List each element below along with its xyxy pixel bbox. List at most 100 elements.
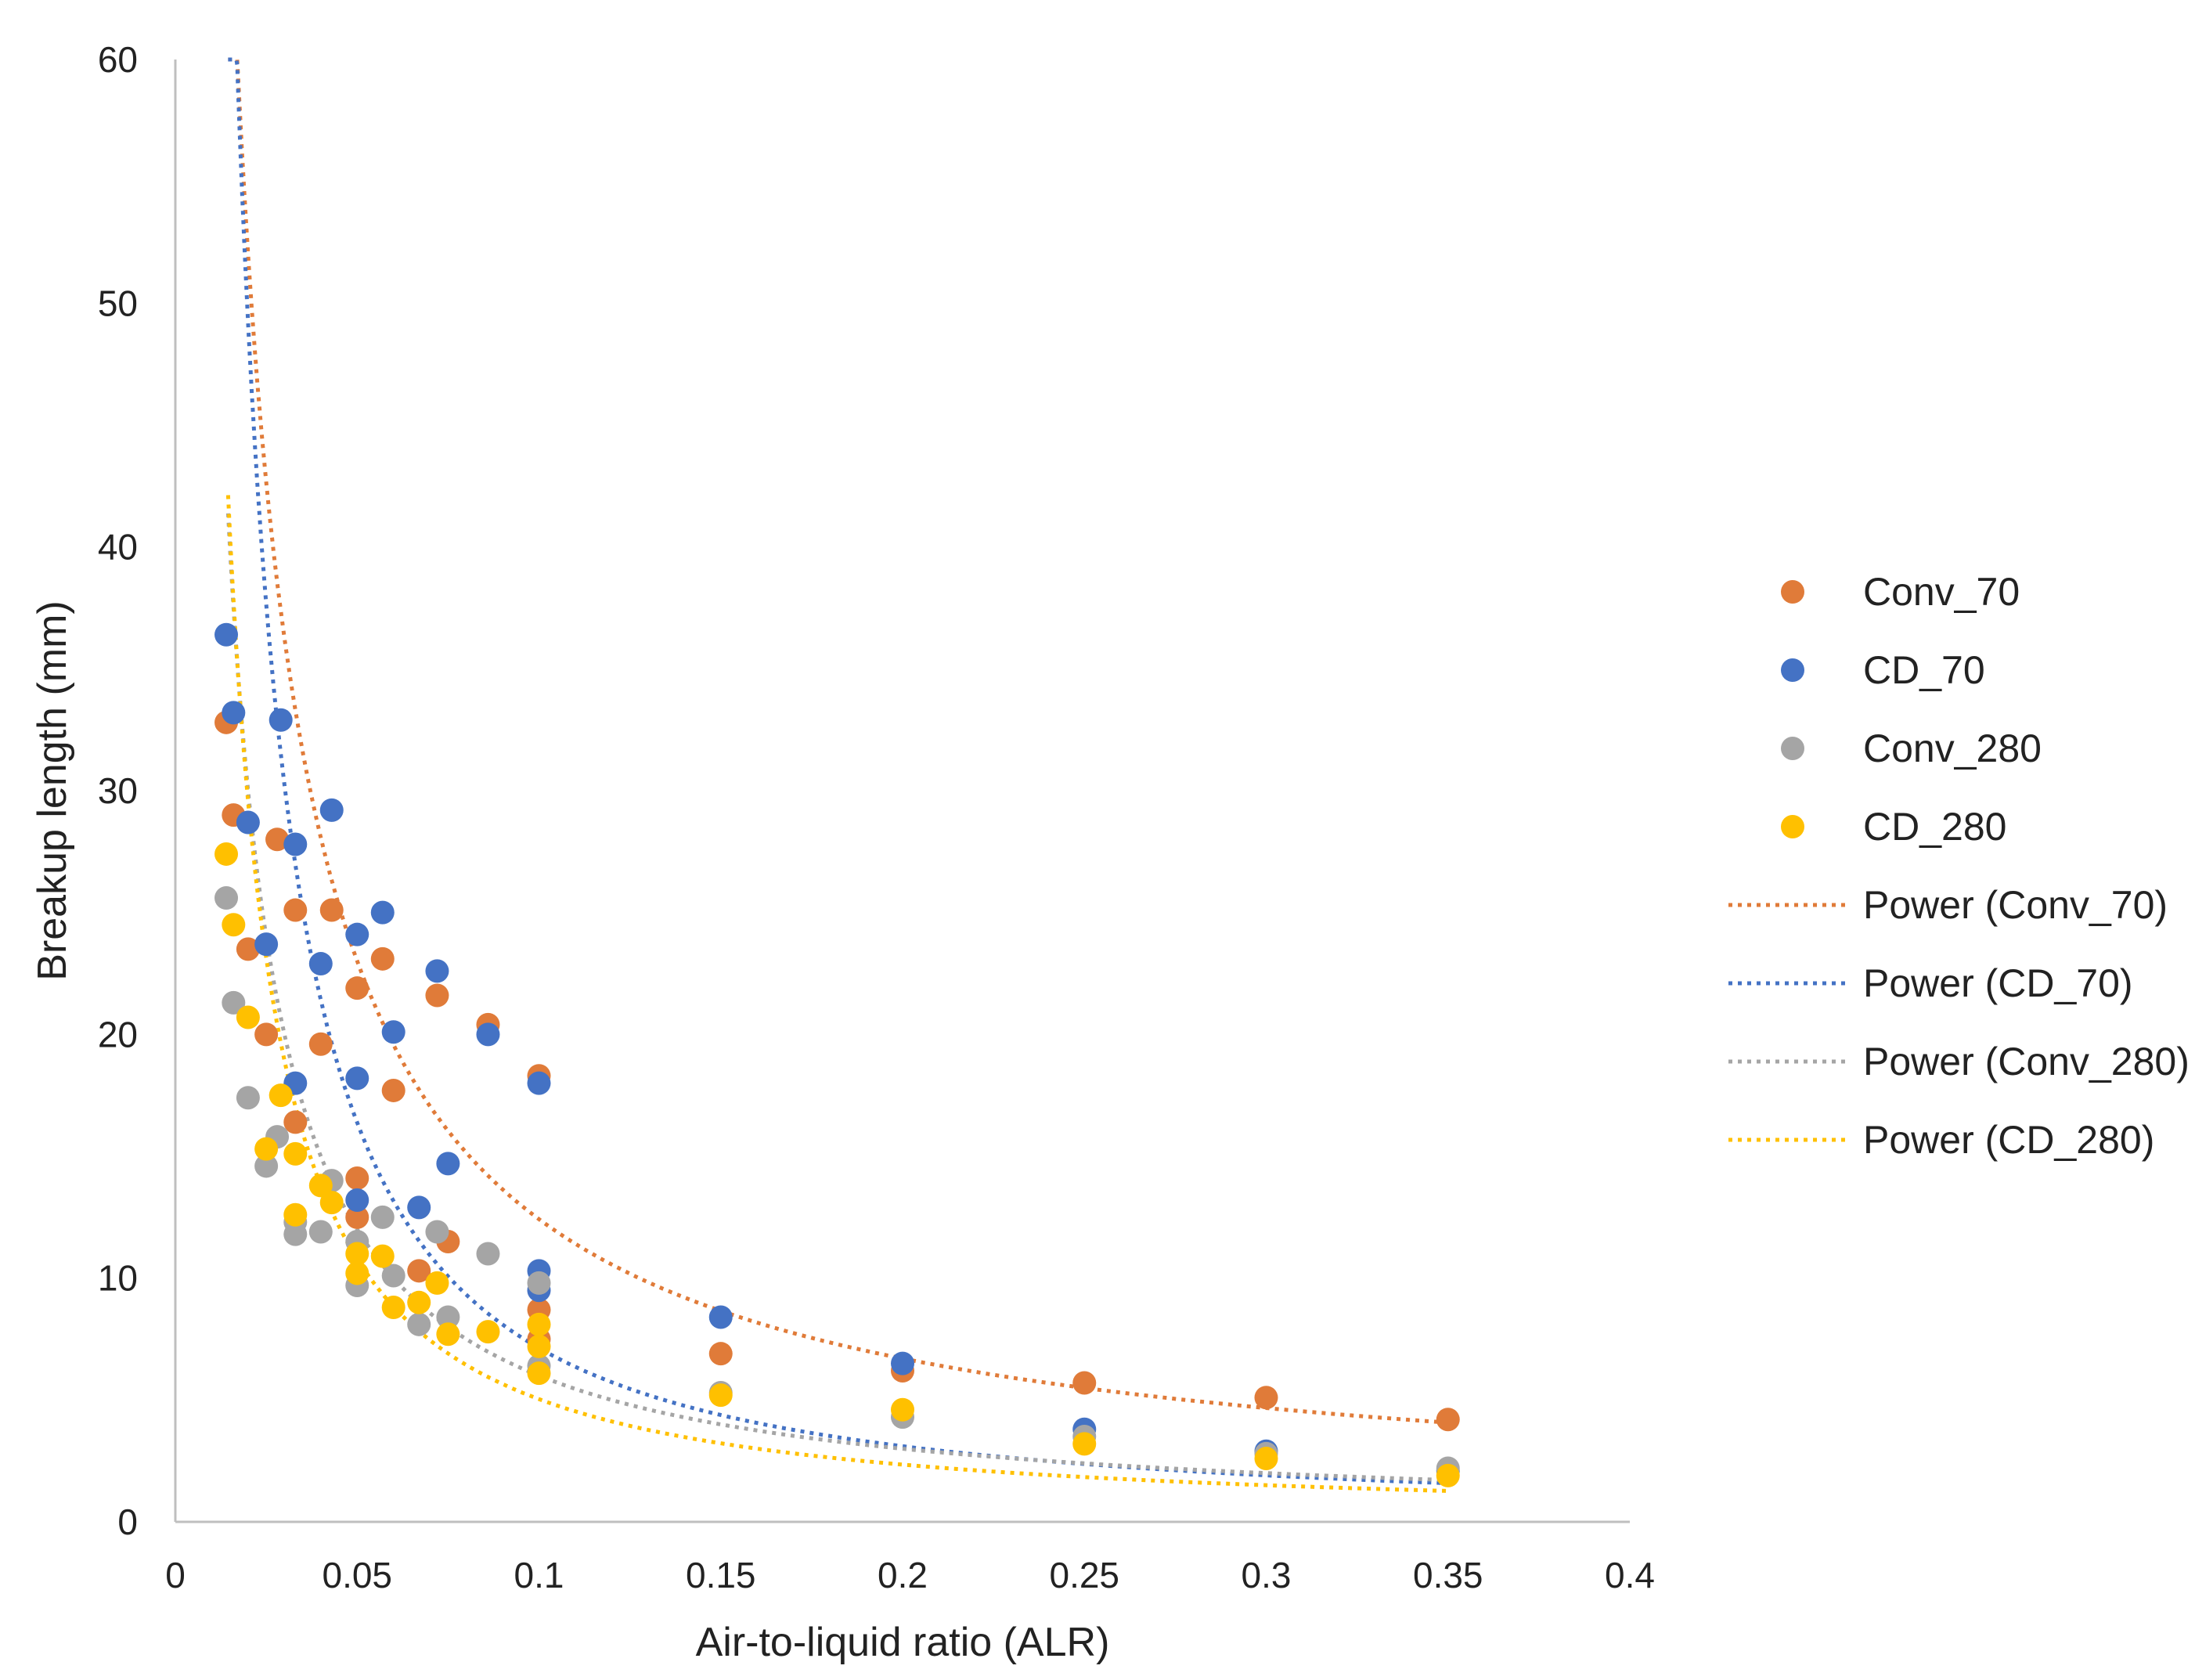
data-point-conv-280 <box>222 990 246 1015</box>
data-point-conv-280 <box>236 1086 260 1110</box>
y-tick-label: 40 <box>98 527 138 568</box>
data-point-cd-280 <box>891 1397 914 1422</box>
data-point-cd-280 <box>527 1361 551 1386</box>
data-point-cd-280 <box>381 1296 405 1320</box>
data-point-conv-280 <box>425 1220 449 1244</box>
x-tick-label: 0.15 <box>686 1555 756 1595</box>
y-tick-label: 10 <box>98 1258 138 1299</box>
trendlines <box>225 57 1448 1493</box>
data-point-cd-280 <box>476 1320 500 1344</box>
data-point-cd-280 <box>370 1244 395 1268</box>
data-point-cd-70 <box>370 900 395 925</box>
data-point-conv-70 <box>308 1032 333 1056</box>
legend-label: CD_280 <box>1863 805 2006 849</box>
trendline-3 <box>225 495 1448 1493</box>
legend: Conv_70 CD_70 Conv_280 CD_280 Power (Conv_70… <box>1728 570 2190 1162</box>
data-point-cd-280 <box>436 1322 460 1347</box>
x-tick-label: 0.2 <box>878 1555 928 1595</box>
legend-label: CD_70 <box>1863 648 1985 692</box>
data-point-conv-280 <box>214 885 239 910</box>
data-point-cd-280 <box>407 1290 431 1314</box>
data-point-conv-70 <box>1072 1371 1097 1395</box>
data-point-cd-280 <box>345 1242 369 1266</box>
data-point-cd-280 <box>319 1191 344 1215</box>
data-point-cd-280 <box>236 1005 260 1029</box>
data-point-conv-280 <box>254 1154 279 1178</box>
x-tick-label: 0.3 <box>1242 1555 1292 1595</box>
data-point-conv-70 <box>265 827 290 852</box>
data-point-cd-280 <box>308 1173 333 1198</box>
data-point-conv-70 <box>283 898 308 922</box>
data-point-conv-280 <box>476 1242 500 1266</box>
data-point-cd-280 <box>425 1271 449 1295</box>
data-point-cd-280 <box>1072 1432 1097 1456</box>
y-tick-label: 50 <box>98 283 138 323</box>
legend-label: Power (CD_280) <box>1863 1118 2154 1162</box>
x-tick-label: 0.25 <box>1049 1555 1119 1595</box>
data-point-cd-70 <box>345 1066 369 1091</box>
data-point-conv-280 <box>381 1264 405 1288</box>
y-tick-label: 20 <box>98 1014 138 1055</box>
data-point-cd-70 <box>345 1188 369 1213</box>
legend-marker <box>1781 658 1804 682</box>
data-point-conv-70 <box>708 1342 733 1366</box>
data-points <box>214 622 1460 1487</box>
y-tick-label: 30 <box>98 770 138 811</box>
data-point-conv-70 <box>1436 1408 1460 1432</box>
data-point-conv-70 <box>407 1259 431 1283</box>
data-point-cd-70 <box>345 922 369 946</box>
data-point-conv-70 <box>236 937 260 961</box>
trendline-2 <box>225 513 1448 1483</box>
data-point-conv-70 <box>425 983 449 1008</box>
data-point-cd-70 <box>236 810 260 835</box>
data-point-cd-280 <box>708 1383 733 1408</box>
data-point-conv-280 <box>370 1205 395 1229</box>
data-point-conv-70 <box>319 898 344 922</box>
data-point-cd-280 <box>283 1202 308 1227</box>
x-axis-title: Air-to-liquid ratio (ALR) <box>696 1620 1110 1665</box>
legend-label: Power (CD_70) <box>1863 961 2133 1005</box>
x-tick-label: 0.1 <box>514 1555 564 1595</box>
x-tick-label: 0.35 <box>1413 1555 1483 1595</box>
data-point-conv-70 <box>381 1078 405 1102</box>
data-point-cd-70 <box>436 1152 460 1176</box>
legend-label: Conv_280 <box>1863 726 2042 770</box>
y-tick-label: 0 <box>117 1502 138 1542</box>
y-axis-title: Breakup length (mm) <box>30 600 75 981</box>
x-tick-labels: 0 0.05 0.1 0.15 0.2 0.25 0.3 0.35 0.4 <box>165 1555 1655 1595</box>
x-tick-label: 0.05 <box>322 1555 392 1595</box>
data-point-cd-280 <box>1254 1447 1278 1471</box>
y-tick-labels: 0 10 20 30 40 50 60 <box>98 39 138 1542</box>
data-point-cd-280 <box>222 913 246 937</box>
x-tick-label: 0.4 <box>1605 1555 1655 1595</box>
plot-area <box>174 57 1630 1523</box>
data-point-cd-70 <box>214 622 239 647</box>
data-point-conv-280 <box>407 1312 431 1336</box>
trendline-1 <box>228 57 1448 1486</box>
legend-marker <box>1781 737 1804 760</box>
data-point-cd-280 <box>283 1141 308 1166</box>
data-point-conv-280 <box>527 1271 551 1295</box>
data-point-cd-70 <box>308 952 333 976</box>
legend-marker <box>1781 580 1804 604</box>
data-point-cd-70 <box>425 959 449 983</box>
data-point-conv-70 <box>345 976 369 1000</box>
legend-label: Power (Conv_280) <box>1863 1040 2190 1083</box>
data-point-conv-70 <box>1254 1386 1278 1410</box>
data-point-conv-70 <box>283 1110 308 1134</box>
data-point-conv-70 <box>370 946 395 971</box>
data-point-conv-70 <box>345 1205 369 1229</box>
data-point-cd-280 <box>269 1083 293 1108</box>
data-point-cd-280 <box>254 1137 279 1161</box>
legend-marker <box>1781 815 1804 838</box>
legend-label: Power (Conv_70) <box>1863 883 2168 927</box>
data-point-conv-70 <box>345 1166 369 1191</box>
data-point-cd-70 <box>222 701 246 725</box>
data-point-cd-70 <box>283 832 308 856</box>
data-point-cd-280 <box>214 842 239 866</box>
data-point-conv-70 <box>254 1022 279 1047</box>
data-point-cd-70 <box>527 1071 551 1095</box>
data-point-cd-70 <box>891 1351 914 1375</box>
x-tick-label: 0 <box>165 1555 186 1595</box>
